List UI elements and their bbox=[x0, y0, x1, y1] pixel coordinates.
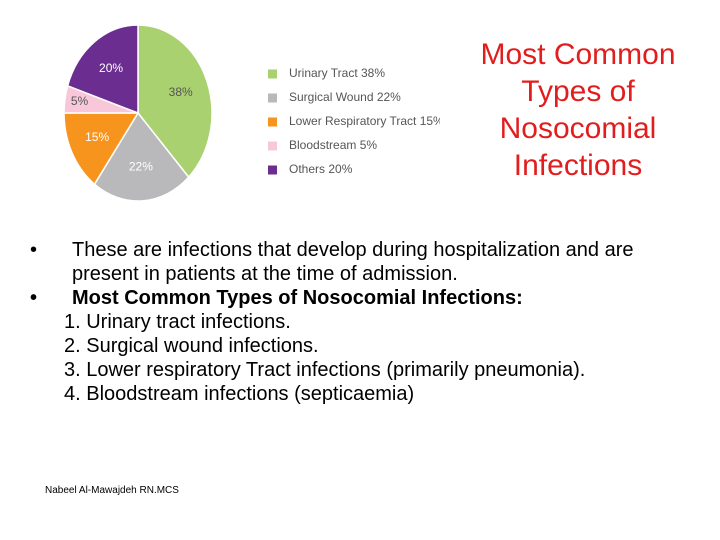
legend-label: Others 20% bbox=[289, 162, 353, 176]
footer: Nabeel Al-Mawajdeh RN.MCS bbox=[45, 485, 179, 496]
slice-label: 15% bbox=[85, 130, 109, 144]
legend-swatch bbox=[268, 165, 277, 175]
pie-slice bbox=[63, 112, 140, 186]
numbered-item: 3. Lower respiratory Tract infections (p… bbox=[64, 359, 586, 381]
legend-label: Lower Respiratory Tract 15% bbox=[289, 114, 440, 128]
legend-swatch bbox=[268, 69, 277, 79]
pie-slice bbox=[137, 24, 213, 179]
slice-label: 38% bbox=[169, 85, 193, 99]
legend-label: Urinary Tract 38% bbox=[289, 66, 385, 80]
legend-swatch bbox=[268, 141, 277, 151]
numbered-item: 4. Bloodstream infections (septicaemia) bbox=[64, 383, 415, 405]
numbered-item: 1. Urinary tract infections. bbox=[64, 311, 291, 333]
legend-swatch bbox=[268, 93, 277, 103]
pie-chart: 38% 22% 15% 5% 20% Urinary Tract 38% Surgical … bbox=[63, 24, 440, 202]
slide-title: Most Common Types of Nosocomial Infectio… bbox=[480, 38, 676, 182]
pie-slice bbox=[66, 24, 139, 115]
slide-body: These are infections that develop during… bbox=[26, 238, 686, 406]
slice-label: 5% bbox=[71, 94, 89, 108]
bullet: These are infections that develop during… bbox=[26, 238, 686, 286]
pie-slice bbox=[93, 111, 190, 202]
numbered-item: 2. Surgical wound infections. bbox=[64, 335, 319, 357]
slice-label: 20% bbox=[99, 61, 123, 75]
slice-label: 22% bbox=[129, 160, 153, 174]
legend-label: Bloodstream 5% bbox=[289, 138, 377, 152]
legend-label: Surgical Wound 22% bbox=[289, 90, 401, 104]
bullet: Most Common Types of Nosocomial Infectio… bbox=[26, 286, 686, 310]
legend-swatch bbox=[268, 117, 277, 127]
